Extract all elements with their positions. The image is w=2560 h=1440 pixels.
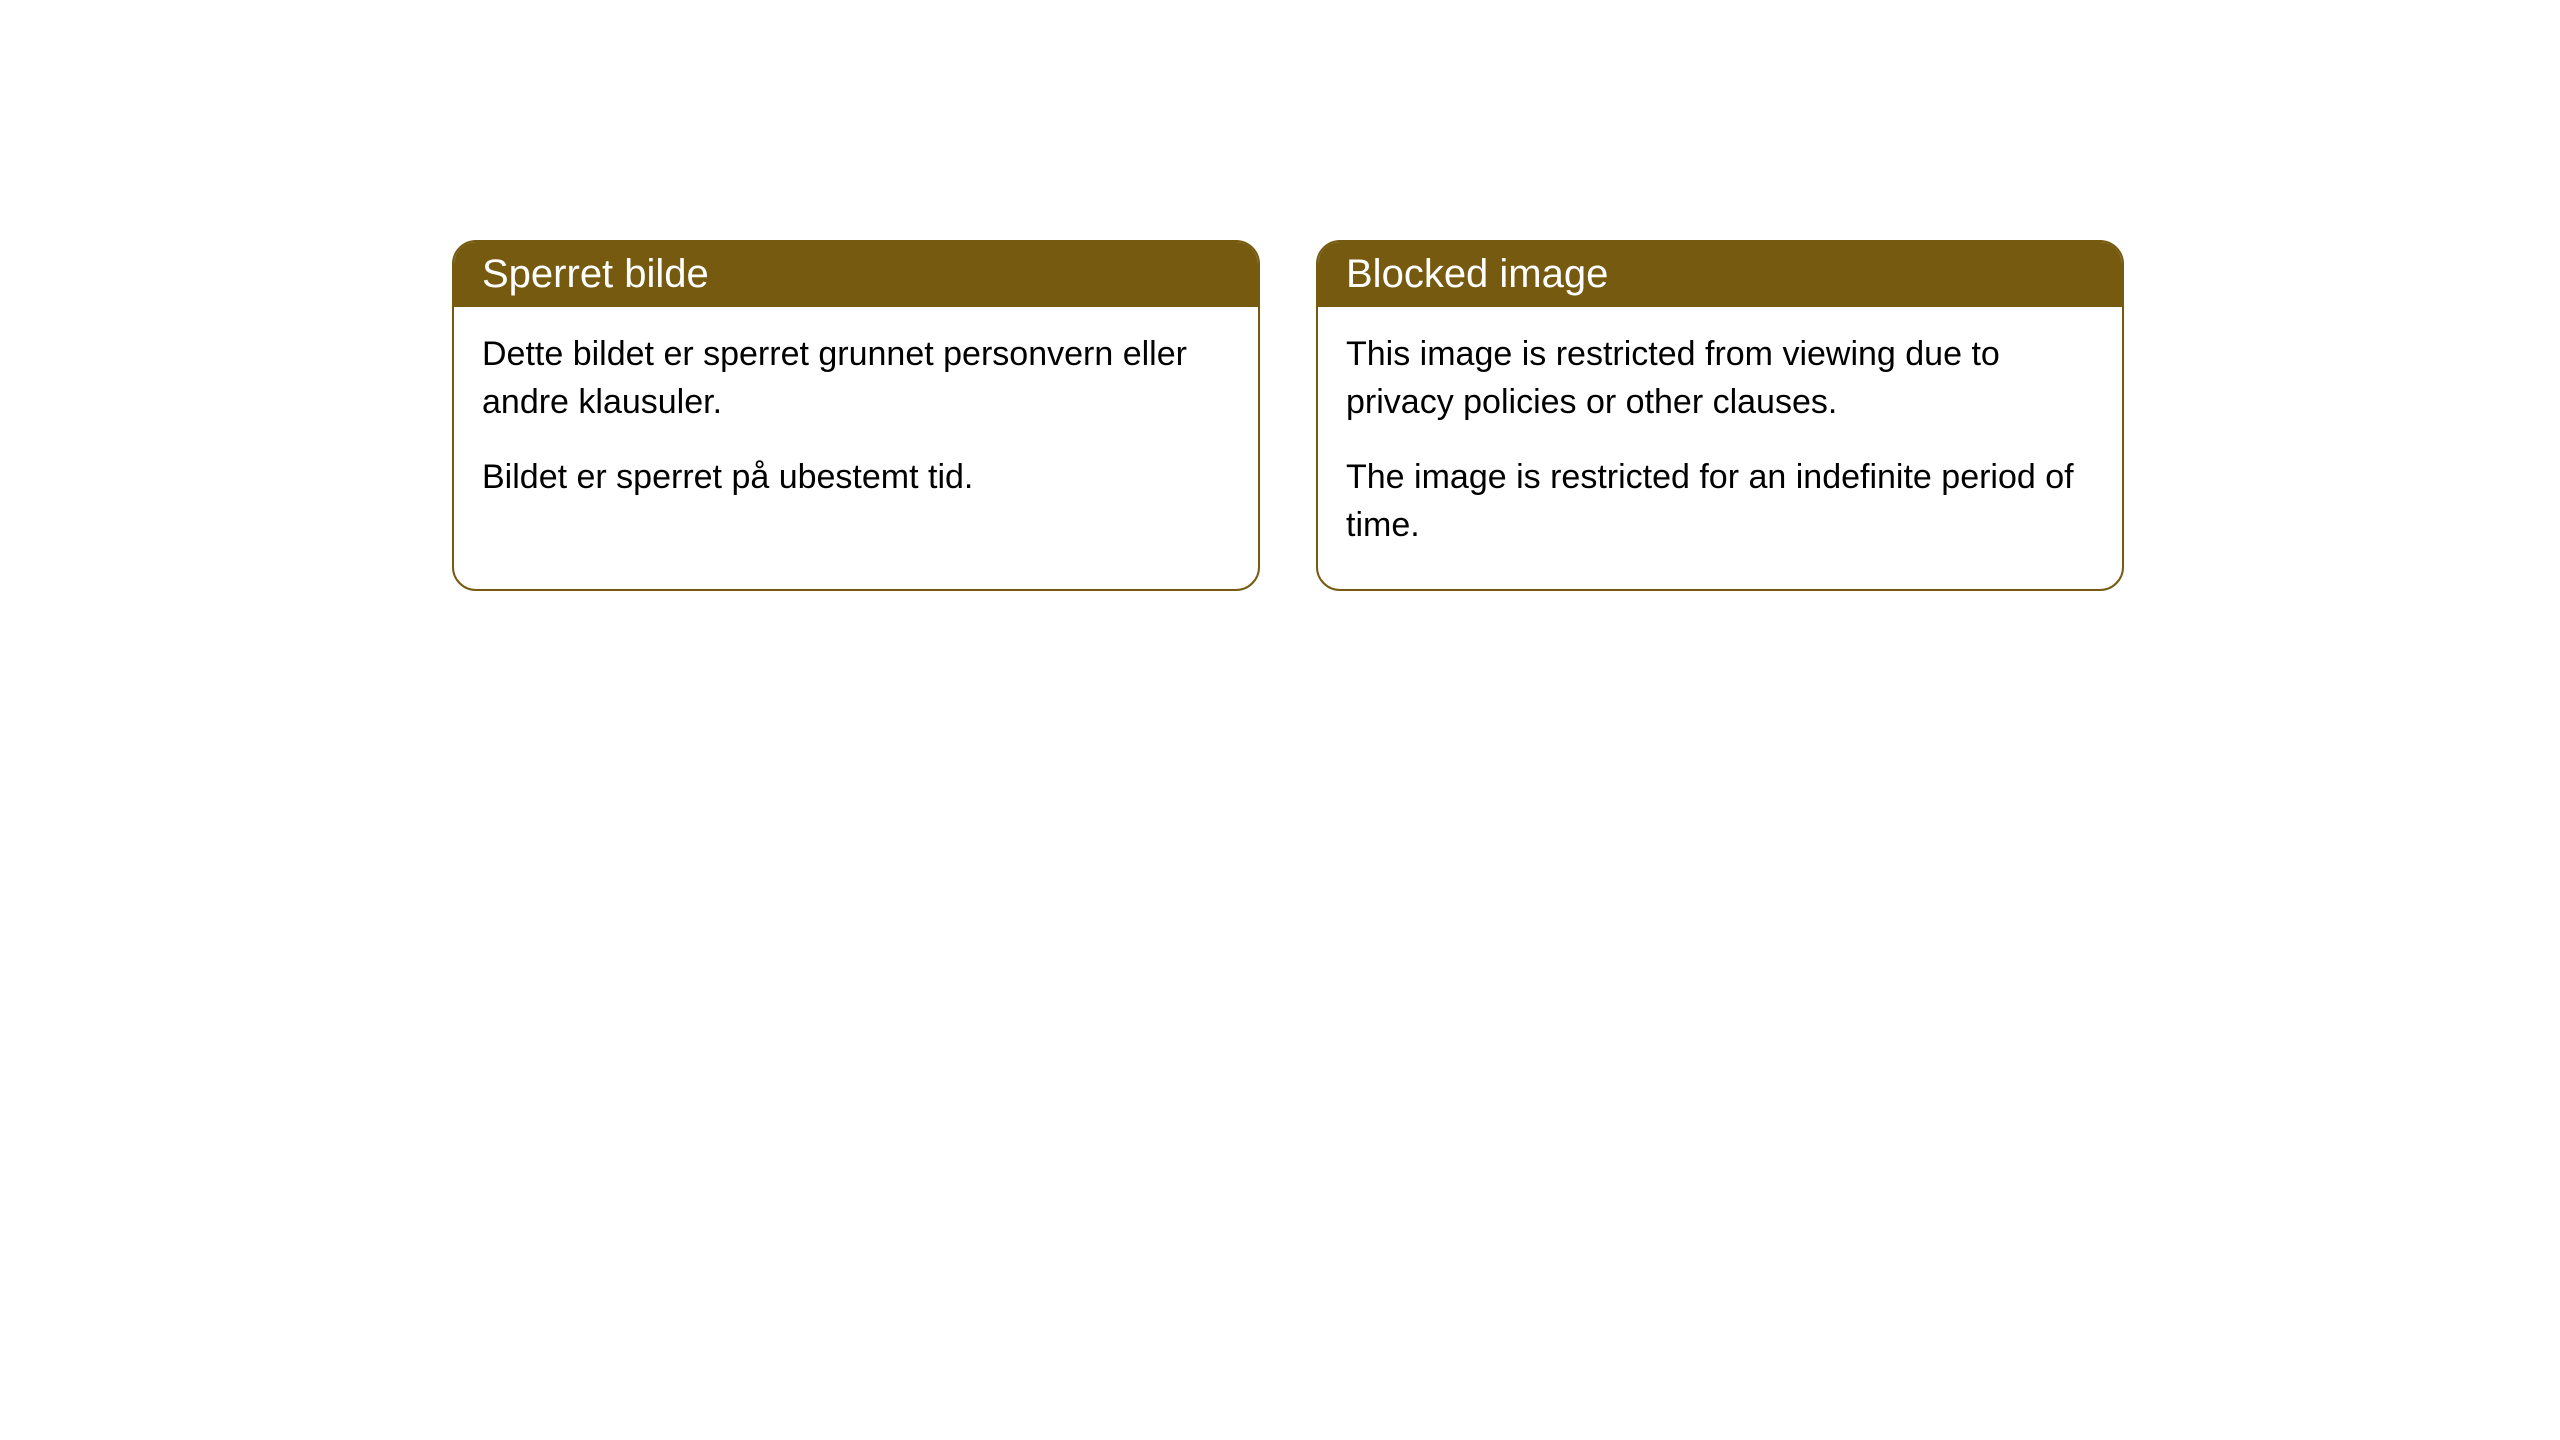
card-title: Blocked image	[1346, 252, 1608, 296]
card-paragraph: Dette bildet er sperret grunnet personve…	[482, 331, 1230, 426]
card-paragraph: Bildet er sperret på ubestemt tid.	[482, 454, 1230, 502]
blocked-image-card-english: Blocked image This image is restricted f…	[1316, 240, 2124, 591]
notice-cards-container: Sperret bilde Dette bildet er sperret gr…	[452, 240, 2124, 591]
blocked-image-card-norwegian: Sperret bilde Dette bildet er sperret gr…	[452, 240, 1260, 591]
card-header: Sperret bilde	[454, 242, 1258, 307]
card-body: This image is restricted from viewing du…	[1318, 307, 2122, 589]
card-body: Dette bildet er sperret grunnet personve…	[454, 307, 1258, 542]
card-header: Blocked image	[1318, 242, 2122, 307]
card-title: Sperret bilde	[482, 252, 709, 296]
card-paragraph: This image is restricted from viewing du…	[1346, 331, 2094, 426]
card-paragraph: The image is restricted for an indefinit…	[1346, 454, 2094, 549]
